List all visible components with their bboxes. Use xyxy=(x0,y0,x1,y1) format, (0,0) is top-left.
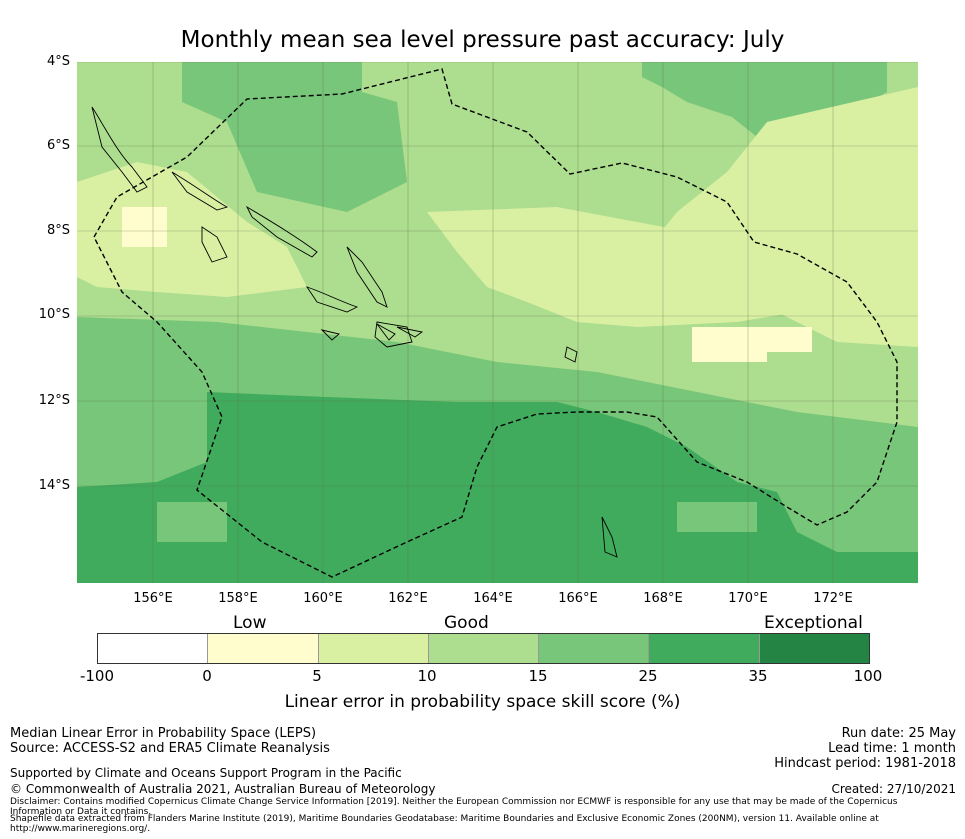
run-date: Run date: 25 May xyxy=(841,726,956,741)
colorbar-swatch xyxy=(649,634,760,663)
colorbar xyxy=(97,633,870,664)
lon-label: 162°E xyxy=(388,591,428,606)
boundary-outline xyxy=(93,68,898,578)
zone-west-light xyxy=(77,162,307,297)
zone-south-good xyxy=(77,362,227,457)
graticule xyxy=(77,62,918,583)
colorbar-tick: 15 xyxy=(528,667,548,685)
lon-label: 158°E xyxy=(218,591,258,606)
disclaimer-text: Disclaimer: Contains modified Copernicus… xyxy=(10,797,898,817)
lon-label: 164°E xyxy=(473,591,513,606)
lat-label: 4°S xyxy=(46,54,70,69)
colorbar-tick: -100 xyxy=(79,667,115,685)
hindcast-period: Hindcast period: 1981-2018 xyxy=(774,756,956,771)
colorbar-title: Linear error in probability space skill … xyxy=(284,692,681,712)
shapefile-text: Shapefile data extracted from Flanders M… xyxy=(10,814,879,834)
lon-label: 166°E xyxy=(558,591,598,606)
category-low: Low xyxy=(233,613,267,633)
zone-central-light xyxy=(427,207,837,327)
colorbar-tick: 0 xyxy=(202,667,212,685)
colorbar-tick: 100 xyxy=(853,667,883,685)
created-date: Created: 27/10/2021 xyxy=(831,782,956,796)
support-text: Supported by Climate and Oceans Support … xyxy=(10,766,402,780)
lon-label: 170°E xyxy=(728,591,768,606)
zone-se-good xyxy=(677,502,757,532)
zone-sw-good xyxy=(157,502,227,542)
coastlines xyxy=(91,106,618,558)
zone-south-strong xyxy=(77,392,918,583)
skill-map xyxy=(77,62,918,583)
colorbar-tick: 25 xyxy=(638,667,658,685)
category-good: Good xyxy=(444,613,489,633)
colorbar-swatch xyxy=(98,634,209,663)
source-text: Source: ACCESS-S2 and ERA5 Climate Reana… xyxy=(10,741,330,756)
lead-time: Lead time: 1 month xyxy=(828,741,956,756)
lon-label: 160°E xyxy=(303,591,343,606)
colorbar-swatch xyxy=(539,634,650,663)
copyright-text: © Commonwealth of Australia 2021, Austra… xyxy=(10,782,436,796)
colorbar-tick: 10 xyxy=(417,667,437,685)
page-title: Monthly mean sea level pressure past acc… xyxy=(180,27,785,53)
colorbar-swatch xyxy=(318,634,429,663)
colorbar-tick: 5 xyxy=(312,667,322,685)
colorbar-swatch xyxy=(208,634,319,663)
lat-label: 6°S xyxy=(46,138,70,153)
colorbar-tick: 35 xyxy=(748,667,768,685)
lon-label: 172°E xyxy=(813,591,853,606)
lat-label: 12°S xyxy=(38,393,70,408)
lat-label: 14°S xyxy=(38,478,70,493)
lat-label: 10°S xyxy=(38,307,70,322)
colorbar-swatch xyxy=(759,634,869,663)
zone-west-pale xyxy=(122,207,167,247)
lon-label: 156°E xyxy=(133,591,173,606)
lat-label: 8°S xyxy=(46,223,70,238)
method-text: Median Linear Error in Probability Space… xyxy=(10,726,317,741)
category-exceptional: Exceptional xyxy=(764,613,863,633)
lon-label: 168°E xyxy=(643,591,683,606)
zone-east-pale xyxy=(692,327,812,362)
colorbar-swatch xyxy=(428,634,540,663)
